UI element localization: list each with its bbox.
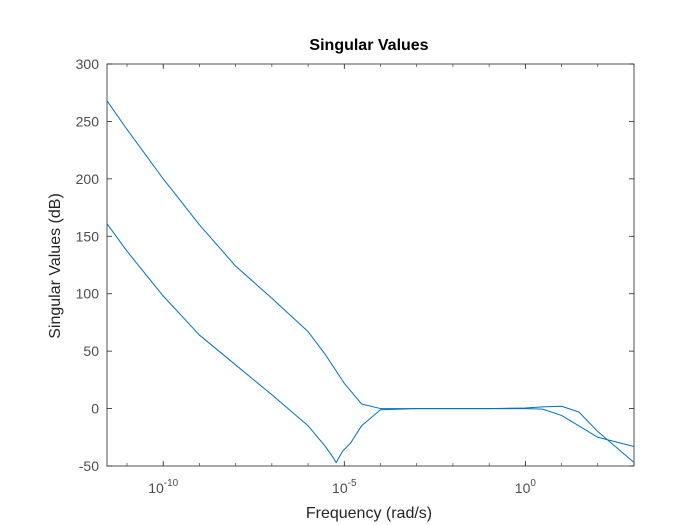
y-axis-ticks: -50 0 50 100 150 200 250 300	[76, 56, 634, 474]
x-tick-label: 10-10	[148, 478, 178, 496]
series-line-2	[106, 223, 635, 464]
chart-title: Singular Values	[309, 37, 428, 54]
plot-area	[106, 63, 635, 467]
y-axis-label: Singular Values (dB)	[47, 193, 64, 339]
x-tick-label: 10-5	[332, 478, 357, 496]
x-axis-ticks: 10-10 10-5 100	[126, 64, 635, 496]
series-line-1	[106, 100, 635, 447]
y-tick-label: 250	[76, 113, 100, 129]
series-layer	[106, 100, 635, 464]
y-tick-label: -50	[79, 458, 99, 474]
y-tick-label: 100	[76, 286, 100, 302]
y-tick-label: 150	[76, 228, 100, 244]
y-tick-label: 200	[76, 171, 100, 187]
y-tick-label: 0	[91, 401, 99, 417]
y-tick-label: 50	[83, 343, 99, 359]
y-tick-label: 300	[76, 56, 100, 72]
x-axis-label: Frequency (rad/s)	[306, 505, 432, 522]
x-tick-label: 100	[515, 478, 537, 496]
